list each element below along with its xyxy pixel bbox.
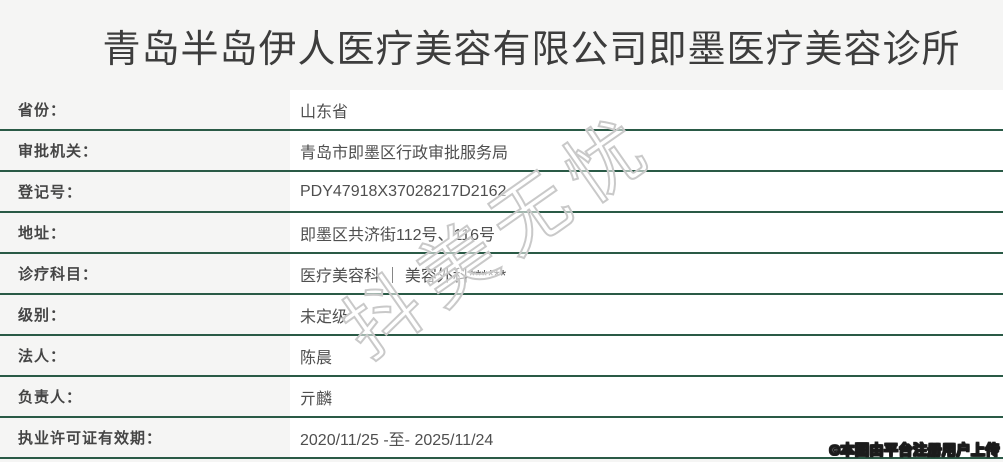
row-label: 诊疗科目：	[0, 254, 290, 293]
row-label: 省份：	[0, 90, 290, 129]
row-value: 山东省	[290, 90, 1003, 129]
table-row-treatment-subjects: 诊疗科目： 医疗美容科 ｜ 美容外科******	[0, 254, 1003, 295]
table-row-license-validity: 执业许可证有效期： 2020/11/25 -至- 2025/11/24	[0, 418, 1003, 459]
table-row-person-in-charge: 负责人： 亓麟	[0, 377, 1003, 418]
table-row-province: 省份： 山东省	[0, 90, 1003, 131]
row-value: 未定级	[290, 295, 1003, 334]
row-label: 负责人：	[0, 377, 290, 416]
title-band: 青岛半岛伊人医疗美容有限公司即墨医疗美容诊所	[0, 0, 1003, 90]
info-table: 省份： 山东省 审批机关： 青岛市即墨区行政审批服务局 登记号： PDY4791…	[0, 90, 1003, 459]
page-title: 青岛半岛伊人医疗美容有限公司即墨医疗美容诊所	[102, 28, 961, 71]
row-value: 2020/11/25 -至- 2025/11/24	[290, 418, 1003, 457]
row-value: 即墨区共济街112号、116号	[290, 213, 1003, 252]
row-label: 级别：	[0, 295, 290, 334]
row-value: 青岛市即墨区行政审批服务局	[290, 131, 1003, 170]
table-row-approval-authority: 审批机关： 青岛市即墨区行政审批服务局	[0, 131, 1003, 172]
table-row-address: 地址： 即墨区共济街112号、116号	[0, 213, 1003, 254]
uploader-stamp: ©本图由平台注册用户上传	[829, 442, 1000, 459]
table-row-level: 级别： 未定级	[0, 295, 1003, 336]
row-label: 执业许可证有效期：	[0, 418, 290, 457]
table-row-legal-person: 法人： 陈晨	[0, 336, 1003, 377]
row-value: 陈晨	[290, 336, 1003, 375]
row-value: 亓麟	[290, 377, 1003, 416]
row-label: 法人：	[0, 336, 290, 375]
row-value: 医疗美容科 ｜ 美容外科******	[290, 254, 1003, 293]
row-label: 审批机关：	[0, 131, 290, 170]
row-label: 地址：	[0, 213, 290, 252]
table-row-registration-number: 登记号： PDY47918X37028217D2162	[0, 172, 1003, 213]
row-label: 登记号：	[0, 172, 290, 211]
row-value: PDY47918X37028217D2162	[290, 172, 1003, 211]
